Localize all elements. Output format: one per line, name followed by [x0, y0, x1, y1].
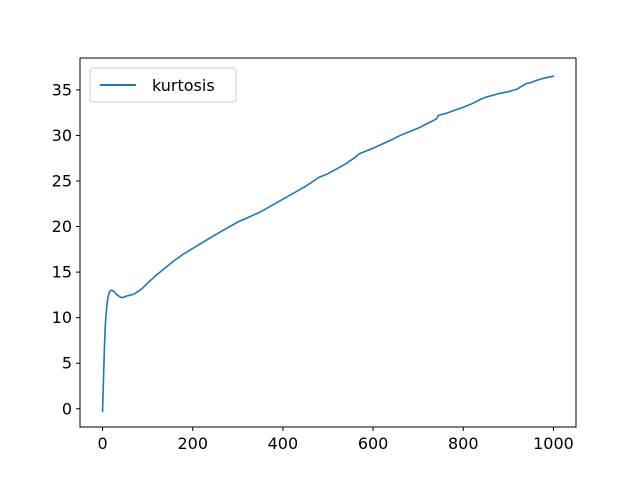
legend-box: [89, 67, 237, 103]
y-tick-label: 20: [52, 217, 72, 236]
y-axis: 0 5 10 15 20 25 30 35: [52, 80, 80, 418]
x-tick-label: 0: [97, 434, 107, 453]
x-tick-label: 800: [448, 434, 479, 453]
plot-area: [101, 75, 555, 413]
y-tick-label: 0: [62, 399, 72, 418]
series-line-kurtosis: [101, 75, 555, 413]
legend-label: kurtosis: [152, 76, 215, 95]
x-tick-label: 600: [358, 434, 389, 453]
x-axis: 0 200 400 600 800 1000: [97, 427, 574, 453]
legend: kurtosis: [89, 67, 237, 103]
x-tick-label: 1000: [533, 434, 574, 453]
y-tick-label: 35: [52, 80, 72, 99]
plot-frame: [79, 57, 577, 428]
x-tick-label: 400: [268, 434, 299, 453]
y-tick-label: 15: [52, 263, 72, 282]
y-tick-label: 25: [52, 172, 72, 191]
y-tick-label: 30: [52, 126, 72, 145]
y-tick-label: 5: [62, 354, 72, 373]
x-tick-label: 200: [177, 434, 208, 453]
y-tick-label: 10: [52, 308, 72, 327]
